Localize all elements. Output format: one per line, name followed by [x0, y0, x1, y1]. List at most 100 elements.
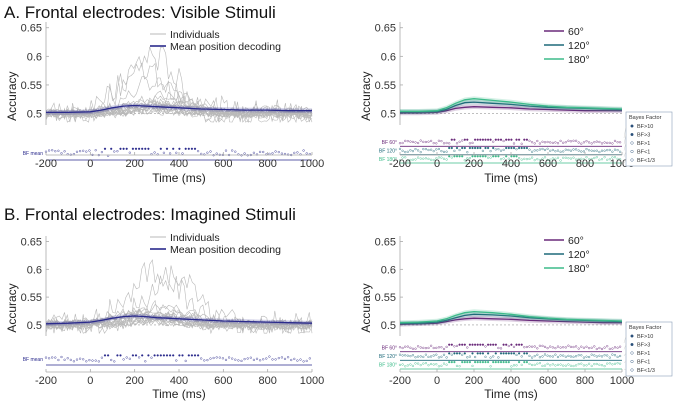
bf-dot	[590, 142, 593, 145]
bf-dot	[466, 151, 469, 154]
bf-dot	[448, 155, 451, 158]
bf-dot	[600, 364, 604, 367]
bf-dot	[554, 157, 557, 160]
bf-dot	[455, 344, 459, 347]
bf-dot	[175, 359, 178, 362]
bf-dot	[404, 139, 407, 142]
x-tick-label: 400	[502, 375, 520, 387]
bf-dot	[255, 357, 259, 360]
bf-dot	[606, 345, 609, 348]
bf-dot	[549, 345, 552, 348]
bf-dot	[492, 140, 495, 143]
bf-dot	[471, 155, 474, 158]
bf-dot	[590, 364, 593, 367]
bf-dot	[530, 363, 534, 367]
series-line	[399, 317, 622, 325]
bf-dot	[598, 158, 601, 161]
bf-dot	[411, 347, 414, 350]
bf-dot	[471, 343, 474, 346]
bf-dot	[528, 157, 531, 160]
bf-dot	[515, 155, 518, 158]
bf-dot	[533, 159, 536, 162]
bf-dot	[616, 362, 619, 365]
bf-dot	[187, 354, 190, 357]
bf-dot	[103, 147, 107, 150]
bf-dot	[572, 355, 575, 358]
bf-dot	[296, 151, 299, 154]
bf-dot	[525, 138, 528, 141]
bf-dot	[440, 150, 443, 153]
x-tick-label: 1000	[300, 375, 324, 387]
bf-dot	[450, 361, 453, 364]
y-axis-label: Accuracy	[359, 283, 373, 332]
bf-dot	[435, 157, 438, 160]
bf-dot	[437, 346, 440, 349]
bf-dot	[308, 357, 311, 360]
bf-dot	[82, 149, 85, 152]
bf-dot	[551, 355, 554, 358]
bf-dot	[487, 146, 490, 150]
x-tick-label: 1000	[610, 375, 634, 387]
bf-dot	[515, 343, 518, 346]
panel-title: B. Frontal electrodes: Imagined Stimuli	[4, 205, 296, 224]
bf-dot	[517, 343, 521, 346]
bf-dot	[458, 352, 461, 355]
bf-dot	[417, 345, 420, 348]
bf-dot	[556, 142, 560, 145]
x-tick-label: 0	[434, 375, 440, 387]
bf-dot	[618, 362, 622, 365]
bf-dot	[54, 150, 57, 153]
bf-dot	[401, 363, 404, 366]
bf-dot	[585, 355, 588, 358]
bf-dot	[489, 138, 492, 141]
bf-dot	[574, 158, 578, 161]
bf-dot	[585, 140, 588, 143]
y-tick-label: 0.5	[381, 320, 396, 332]
bf-dot	[543, 353, 547, 356]
bf-dot	[593, 363, 596, 366]
bf-dot	[414, 141, 417, 144]
bf-dot	[44, 356, 48, 359]
bf-dot	[546, 362, 549, 365]
bf-dot	[590, 149, 593, 152]
bf-dot	[75, 358, 79, 361]
bf-dot	[427, 148, 430, 152]
bf-dot	[489, 150, 492, 153]
bf-dot	[122, 358, 125, 361]
bf-dot	[63, 150, 66, 153]
legend-entry: 120°	[568, 249, 590, 261]
bf-dot	[517, 361, 521, 364]
bf-dot	[442, 362, 446, 365]
bf-dot	[541, 147, 544, 151]
bf-dot	[582, 150, 585, 153]
bf-dot	[169, 354, 172, 357]
bf-dot	[474, 343, 477, 346]
bf-dot	[417, 362, 420, 365]
bf-dot	[505, 138, 508, 141]
bf-dot	[200, 152, 203, 155]
bf-dot	[530, 150, 534, 153]
bf-dot	[274, 358, 277, 361]
bf-dot	[60, 152, 63, 155]
bf-dot	[582, 141, 585, 144]
bf-dot	[476, 343, 479, 346]
bf-dot	[466, 346, 469, 349]
bf-dot	[240, 359, 243, 362]
bf-dot	[556, 345, 560, 348]
bf-dot	[401, 149, 404, 152]
bf-dot	[543, 141, 547, 144]
bf-dot	[458, 140, 461, 143]
bf-dot	[274, 150, 277, 153]
bf-dot	[461, 139, 464, 142]
bf-dot	[153, 354, 156, 357]
bf-dot	[262, 150, 265, 154]
bf-dot	[206, 359, 209, 362]
bf-dot	[448, 343, 451, 346]
bf-dot	[593, 156, 596, 160]
bf-dot	[203, 359, 206, 362]
bf-dot	[494, 361, 497, 364]
bf-dot	[453, 138, 456, 141]
bayes-legend-marker	[630, 149, 634, 153]
bayes-connector	[623, 344, 627, 350]
bf-dot	[587, 158, 591, 161]
